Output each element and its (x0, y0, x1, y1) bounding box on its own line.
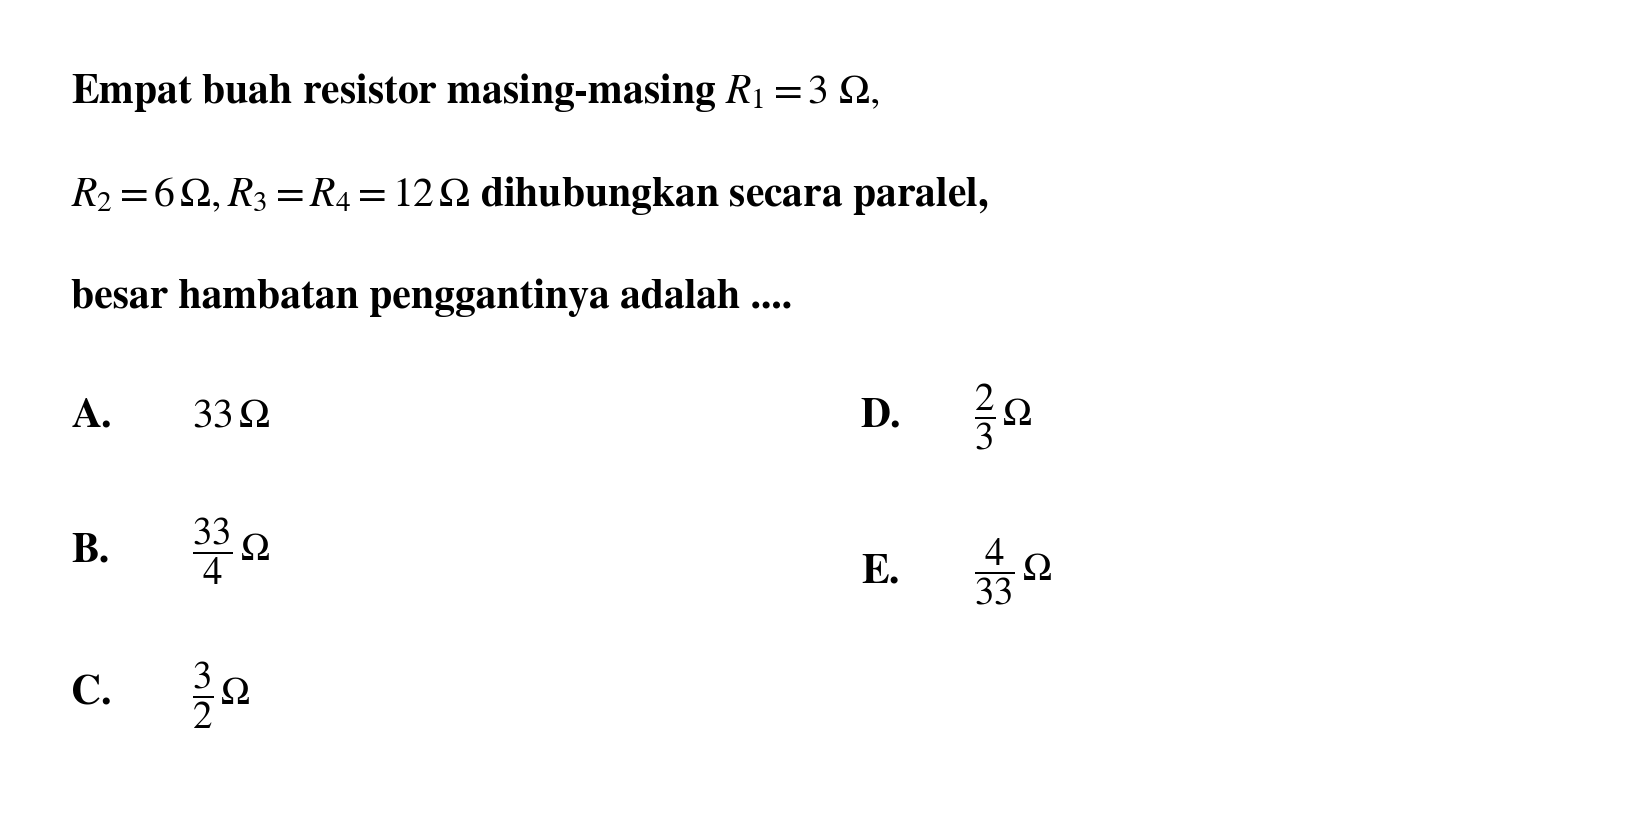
Text: $R_2 = 6\,\Omega, R_3 = R_4 = 12\,\Omega$ dihubungkan secara paralel,: $R_2 = 6\,\Omega, R_3 = R_4 = 12\,\Omega… (72, 174, 990, 217)
Text: $\dfrac{33}{4}\,\Omega$: $\dfrac{33}{4}\,\Omega$ (192, 516, 270, 587)
Text: $33\,\Omega$: $33\,\Omega$ (192, 397, 271, 436)
Text: E.: E. (861, 553, 899, 591)
Text: $\dfrac{4}{33}\,\Omega$: $\dfrac{4}{33}\,\Omega$ (973, 537, 1051, 607)
Text: B.: B. (72, 532, 109, 571)
Text: $\dfrac{2}{3}\,\Omega$: $\dfrac{2}{3}\,\Omega$ (973, 382, 1032, 451)
Text: $\dfrac{3}{2}\,\Omega$: $\dfrac{3}{2}\,\Omega$ (192, 660, 250, 731)
Text: Empat buah resistor masing-masing $R_1 = 3\ \Omega,$: Empat buah resistor masing-masing $R_1 =… (72, 72, 881, 114)
Text: C.: C. (72, 676, 112, 714)
Text: A.: A. (72, 397, 112, 436)
Text: besar hambatan penggantinya adalah ....: besar hambatan penggantinya adalah .... (72, 278, 793, 317)
Text: D.: D. (861, 397, 902, 436)
